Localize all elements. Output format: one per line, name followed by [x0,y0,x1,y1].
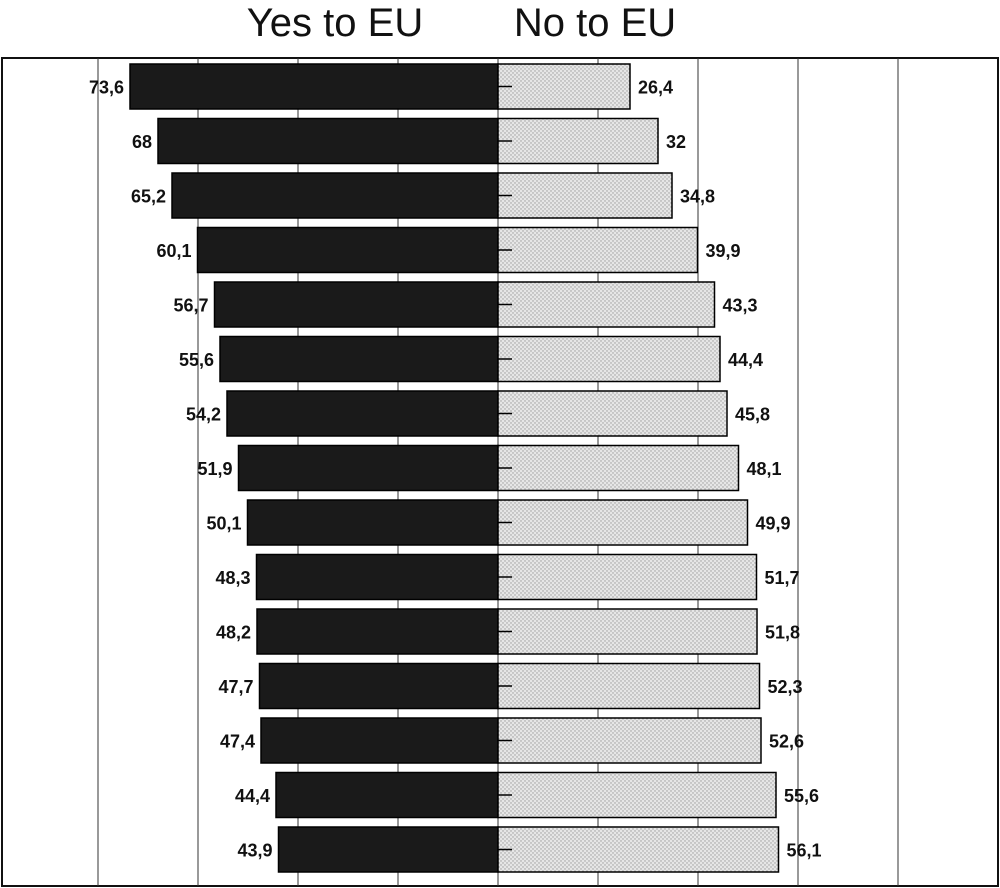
yes-value-label: 44,4 [235,786,270,806]
yes-bar [255,553,499,601]
no-bar [497,608,758,655]
yes-value-label: 47,7 [218,677,253,697]
no-value-label: 26,4 [638,78,673,98]
yes-value-label: 48,2 [216,623,251,643]
yes-value-label: 43,9 [237,841,272,861]
yes-value-label: 55,6 [179,350,214,370]
yes-value-label: 60,1 [156,241,191,261]
bars-group [129,63,780,873]
no-bar [497,717,762,764]
yes-bar [246,499,499,546]
yes-bar [219,335,499,383]
no-value-label: 51,7 [765,568,800,588]
no-bar [497,117,659,165]
value-labels-group: 73,6 26,4 68 32 65,2 34,8 60,1 39,9 56,7 43,3 55,6… [89,78,822,861]
no-value-label: 51,8 [765,623,800,643]
no-value-label: 52,6 [769,732,804,752]
no-bar [497,499,749,546]
yes-value-label: 48,3 [215,568,250,588]
no-bar [497,826,780,873]
yes-bar [129,63,499,110]
yes-bar [277,826,499,873]
yes-bar [171,172,499,219]
no-value-label: 32 [666,132,686,152]
yes-value-label: 51,9 [197,459,232,479]
yes-value-label: 56,7 [173,296,208,316]
yes-bar [213,281,499,328]
no-bar [497,390,728,437]
yes-value-label: 47,4 [220,732,255,752]
no-bar [497,281,716,328]
no-value-label: 44,4 [728,350,763,370]
no-value-label: 48,1 [747,459,782,479]
yes-value-label: 54,2 [186,405,221,425]
yes-bar [258,662,499,710]
no-bar [497,444,740,492]
yes-bar [256,608,499,655]
no-bar [497,771,777,819]
yes-bar [260,717,499,764]
yes-bar [196,226,499,274]
no-bar [497,226,699,274]
yes-value-label: 65,2 [131,187,166,207]
no-bar [497,662,761,710]
no-bar [497,172,673,219]
no-value-label: 45,8 [735,405,770,425]
no-value-label: 52,3 [768,677,803,697]
yes-bar [275,771,499,819]
no-bar [497,335,721,383]
plot-frame [1,57,999,887]
yes-bar [226,390,499,437]
no-value-label: 49,9 [756,514,791,534]
no-bar [497,553,758,601]
no-value-label: 56,1 [787,841,822,861]
yes-value-label: 73,6 [89,78,124,98]
no-to-eu-header: No to EU [514,1,676,45]
yes-value-label: 68 [132,132,152,152]
no-value-label: 34,8 [680,187,715,207]
no-value-label: 39,9 [706,241,741,261]
no-value-label: 43,3 [723,296,758,316]
no-bar [497,63,631,110]
yes-value-label: 50,1 [206,514,241,534]
no-value-label: 55,6 [784,786,819,806]
yes-bar [237,444,499,492]
yes-bar [157,117,499,165]
yes-to-eu-header: Yes to EU [247,1,423,45]
